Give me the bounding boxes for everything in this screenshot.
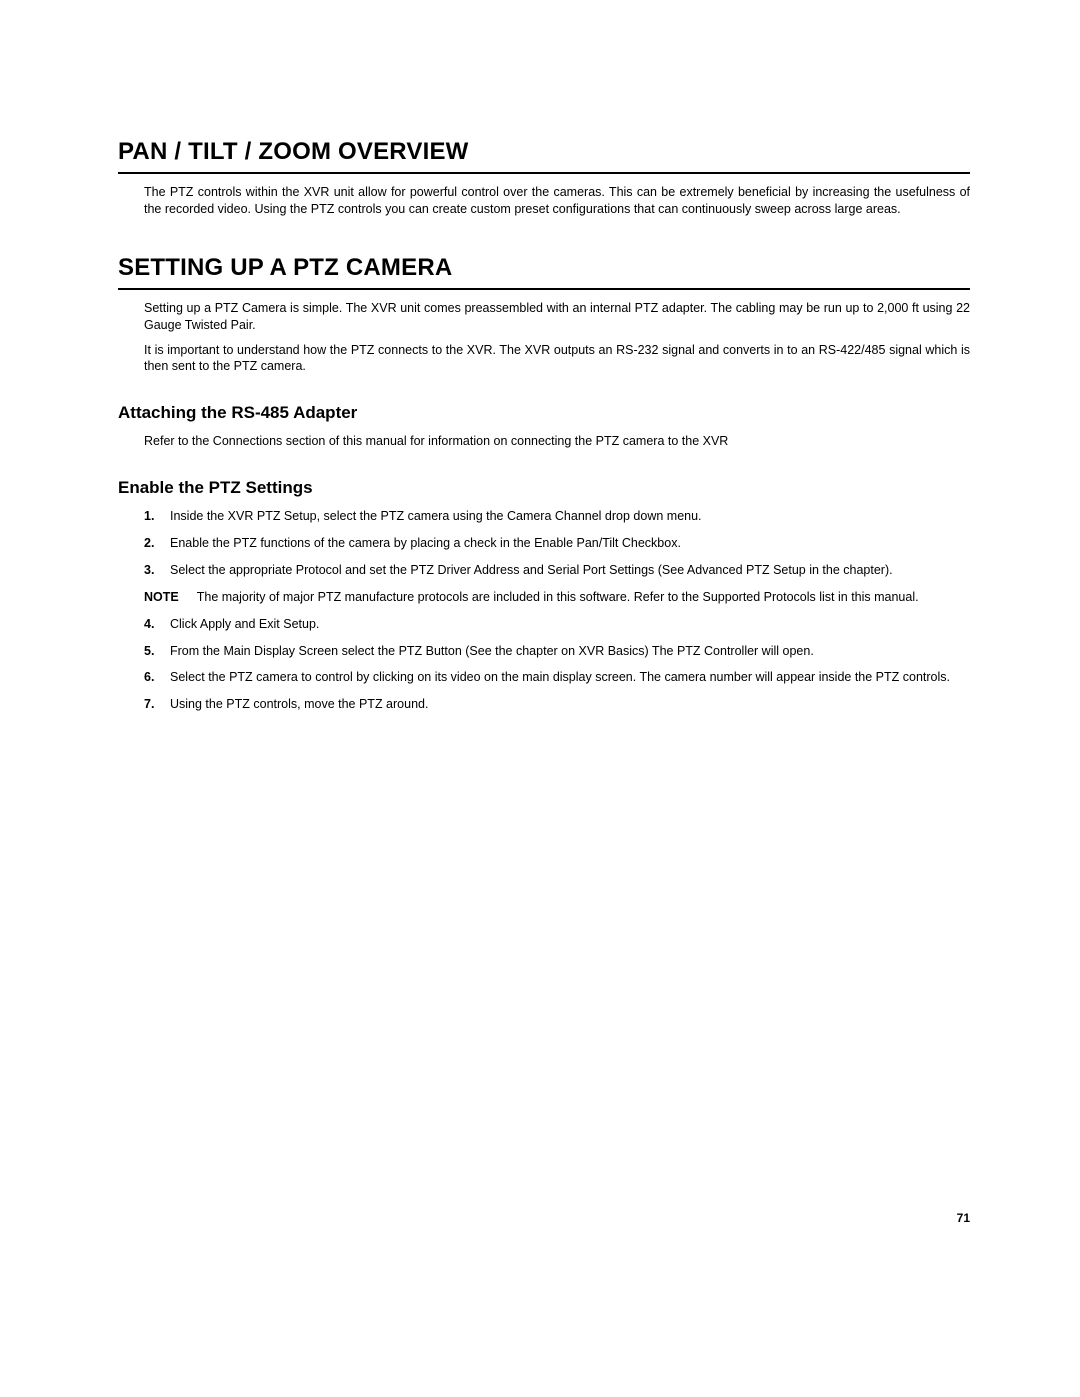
steps-list-b: 4. Click Apply and Exit Setup. 5. From t… (144, 616, 970, 714)
list-item: 1. Inside the XVR PTZ Setup, select the … (144, 508, 970, 525)
heading-rule (118, 172, 970, 174)
list-item: 4. Click Apply and Exit Setup. (144, 616, 970, 633)
step-number: 1. (144, 508, 170, 525)
note-paragraph: NOTE The majority of major PTZ manufactur… (144, 589, 970, 606)
step-text: Select the PTZ camera to control by clic… (170, 669, 970, 686)
step-number: 7. (144, 696, 170, 713)
list-item: 5. From the Main Display Screen select t… (144, 643, 970, 660)
note-text: The majority of major PTZ manufacture pr… (197, 590, 919, 604)
step-text: Enable the PTZ functions of the camera b… (170, 535, 970, 552)
heading-rule (118, 288, 970, 290)
list-item: 2. Enable the PTZ functions of the camer… (144, 535, 970, 552)
step-number: 5. (144, 643, 170, 660)
note-label: NOTE (144, 590, 179, 604)
step-text: Inside the XVR PTZ Setup, select the PTZ… (170, 508, 970, 525)
list-item: 3. Select the appropriate Protocol and s… (144, 562, 970, 579)
subsection-heading-rs485: Attaching the RS-485 Adapter (118, 403, 970, 423)
list-item: 7. Using the PTZ controls, move the PTZ … (144, 696, 970, 713)
setup-paragraph-2: It is important to understand how the PT… (144, 342, 970, 376)
step-number: 4. (144, 616, 170, 633)
step-number: 3. (144, 562, 170, 579)
document-page: PAN / TILT / ZOOM OVERVIEW The PTZ contr… (0, 0, 1080, 713)
section-heading-setup-ptz: SETTING UP A PTZ CAMERA (118, 254, 970, 282)
step-text: Using the PTZ controls, move the PTZ aro… (170, 696, 970, 713)
section-heading-ptz-overview: PAN / TILT / ZOOM OVERVIEW (118, 138, 970, 166)
setup-paragraph-1: Setting up a PTZ Camera is simple. The X… (144, 300, 970, 334)
overview-paragraph: The PTZ controls within the XVR unit all… (144, 184, 970, 218)
rs485-paragraph: Refer to the Connections section of this… (144, 433, 970, 450)
page-number: 71 (957, 1211, 970, 1225)
step-text: Click Apply and Exit Setup. (170, 616, 970, 633)
step-text: From the Main Display Screen select the … (170, 643, 970, 660)
list-item: 6. Select the PTZ camera to control by c… (144, 669, 970, 686)
subsection-heading-enable-ptz: Enable the PTZ Settings (118, 478, 970, 498)
step-text: Select the appropriate Protocol and set … (170, 562, 970, 579)
step-number: 6. (144, 669, 170, 686)
step-number: 2. (144, 535, 170, 552)
steps-list-a: 1. Inside the XVR PTZ Setup, select the … (144, 508, 970, 579)
